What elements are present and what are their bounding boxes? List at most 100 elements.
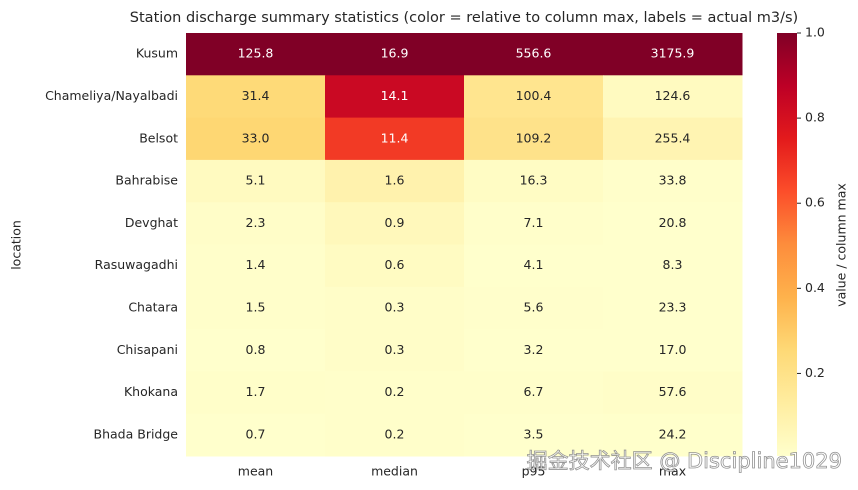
heatmap-cell [603, 117, 743, 161]
colorbar-tick-label: 1.0 [805, 25, 825, 40]
y-tick-label: Chatara [128, 299, 178, 314]
cell-label: 33.0 [242, 130, 270, 145]
heatmap-cell [186, 371, 326, 415]
heatmap-cell [325, 159, 465, 203]
colorbar-tick-label: 0.4 [805, 280, 825, 295]
y-tick-label: Khokana [124, 384, 178, 399]
heatmap-cell [186, 159, 326, 203]
cell-label: 0.8 [246, 342, 266, 357]
cell-label: 0.6 [385, 257, 405, 272]
cell-label: 16.9 [381, 46, 409, 61]
heatmap-cell [603, 244, 743, 288]
cell-label: 23.3 [659, 299, 687, 314]
heatmap-cell [464, 371, 604, 415]
cell-label: 1.7 [246, 384, 266, 399]
chart-title: Station discharge summary statistics (co… [130, 10, 798, 26]
heatmap-cell [464, 117, 604, 161]
heatmap-cell [325, 117, 465, 161]
cell-label: 109.2 [516, 130, 552, 145]
cell-label: 0.7 [246, 426, 266, 441]
cell-label: 556.6 [516, 46, 552, 61]
x-tick-label: p95 [522, 464, 546, 479]
heatmap-cell [325, 371, 465, 415]
cell-label: 255.4 [655, 130, 691, 145]
cell-label: 0.2 [385, 384, 405, 399]
heatmap-cell [603, 75, 743, 119]
cell-label: 3175.9 [651, 46, 695, 61]
heatmap-cell [186, 33, 326, 76]
cell-label: 14.1 [381, 88, 409, 103]
heatmap-cell [325, 75, 465, 119]
heatmap-cell [603, 33, 743, 76]
cell-label: 124.6 [655, 88, 691, 103]
heatmap-cell [464, 244, 604, 288]
cell-label: 17.0 [659, 342, 687, 357]
y-tick-label: Rasuwagadhi [95, 257, 178, 272]
cell-label: 11.4 [381, 130, 409, 145]
heatmap-cell [464, 75, 604, 119]
heatmap-cell [186, 244, 326, 288]
heatmap-cell [603, 159, 743, 203]
heatmap-cell [464, 33, 604, 76]
y-tick-label: Bhada Bridge [94, 426, 179, 441]
y-tick-label: Chisapani [117, 342, 178, 357]
y-axis-label: location [9, 220, 24, 270]
cell-label: 33.8 [659, 173, 687, 188]
cell-label: 1.5 [246, 299, 266, 314]
y-tick-label: Devghat [125, 215, 178, 230]
cell-label: 20.8 [659, 215, 687, 230]
watermark: 掘金技术社区 @ Discipline1029 [527, 449, 842, 473]
heatmap-cell [603, 329, 743, 372]
heatmap-cell [186, 75, 326, 119]
cell-label: 4.1 [524, 257, 544, 272]
cell-label: 24.2 [659, 426, 687, 441]
cell-label: 2.3 [246, 215, 266, 230]
cell-label: 31.4 [242, 88, 270, 103]
colorbar-tick-label: 0.2 [805, 365, 825, 380]
cell-label: 125.8 [238, 46, 274, 61]
cell-label: 0.2 [385, 426, 405, 441]
cell-label: 1.6 [385, 173, 405, 188]
heatmap-cell [464, 413, 604, 457]
cell-label: 0.3 [385, 299, 405, 314]
heatmap-cell [325, 329, 465, 372]
heatmap-cell [603, 202, 743, 245]
heatmap-cell [186, 202, 326, 245]
cell-label: 3.2 [524, 342, 544, 357]
heatmap-cell [186, 117, 326, 161]
y-tick-label: Bahrabise [115, 173, 178, 188]
cell-label: 100.4 [516, 88, 552, 103]
heatmap-cell [186, 413, 326, 457]
cell-label: 6.7 [524, 384, 544, 399]
cell-label: 0.3 [385, 342, 405, 357]
heatmap-cell [464, 159, 604, 203]
colorbar-tick-label: 0.8 [805, 110, 825, 125]
y-tick-label: Belsot [139, 130, 178, 145]
colorbar [777, 33, 797, 456]
heatmap-cell [464, 286, 604, 330]
cell-label: 7.1 [524, 215, 544, 230]
x-tick-label: mean [238, 464, 273, 479]
y-tick-label: Kusum [136, 46, 178, 61]
heatmap-cell [603, 413, 743, 457]
x-tick-label: max [659, 464, 686, 479]
heatmap-cell [603, 286, 743, 330]
cell-label: 0.9 [385, 215, 405, 230]
heatmap-cell [464, 329, 604, 372]
heatmap-cell [603, 371, 743, 415]
y-tick-label: Chameliya/Nayalbadi [45, 88, 178, 103]
x-tick-label: median [371, 464, 418, 479]
heatmap-cell [325, 413, 465, 457]
cell-label: 3.5 [524, 426, 544, 441]
heatmap-cell [325, 244, 465, 288]
heatmap-cell [325, 33, 465, 76]
heatmap-cell [325, 286, 465, 330]
heatmap-cell [325, 202, 465, 245]
heatmap-cell [186, 329, 326, 372]
cell-label: 57.6 [659, 384, 687, 399]
cell-label: 8.3 [663, 257, 683, 272]
cell-label: 16.3 [520, 173, 548, 188]
cell-label: 5.6 [524, 299, 544, 314]
colorbar-tick-label: 0.6 [805, 195, 825, 210]
